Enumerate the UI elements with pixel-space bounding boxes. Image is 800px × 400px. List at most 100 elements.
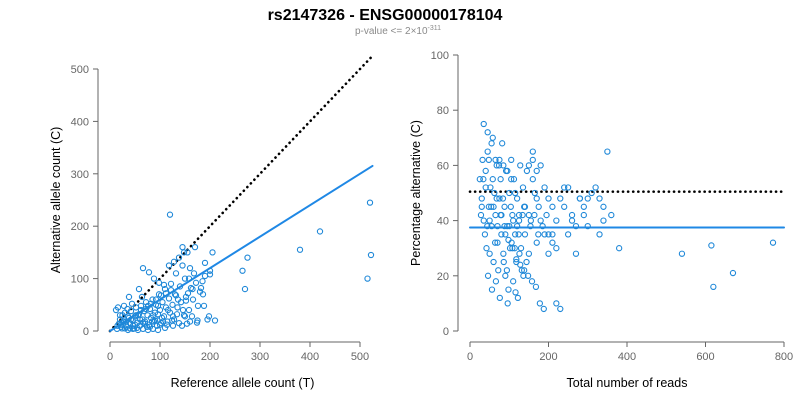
right-x-tick-label: 400 — [618, 351, 636, 363]
panel-percentage: 0 200 400 600 800 0 20 40 60 80 100 Total number o… — [409, 50, 793, 390]
right-data-point — [528, 278, 536, 285]
right-data-point — [553, 300, 560, 307]
left-data-point — [116, 312, 124, 319]
left-y-tick-label: 400 — [71, 116, 89, 128]
right-data-point — [497, 176, 504, 183]
right-data-point — [539, 222, 546, 230]
right-y-tick-label: 60 — [437, 160, 449, 172]
left-data-point — [135, 285, 143, 293]
left-data-point — [166, 211, 174, 218]
left-data-point — [157, 292, 165, 299]
left-x-tick-label: 300 — [251, 351, 269, 363]
panel-allele-counts: 0 100 200 300 400 500 0 100 200 300 400 500 Referen… — [49, 54, 375, 390]
left-data-point — [186, 264, 194, 272]
left-data-point — [137, 306, 145, 314]
right-data-point — [553, 245, 560, 252]
right-data-point — [513, 256, 520, 263]
right-data-point — [708, 242, 715, 249]
chart-title: rs2147326 - ENSG00000178104 — [268, 7, 503, 24]
left-data-point — [181, 275, 189, 282]
right-data-point — [478, 195, 485, 202]
right-data-point — [600, 203, 607, 210]
left-data-point — [169, 313, 177, 320]
right-data-point — [488, 140, 495, 147]
right-data-point — [525, 250, 533, 257]
left-data-point — [364, 275, 371, 282]
left-data-point — [161, 285, 169, 293]
left-x-tick-label: 500 — [351, 351, 369, 363]
right-data-point — [488, 203, 495, 210]
right-x-tick-label: 200 — [539, 351, 557, 363]
right-x-tick-label: 0 — [467, 351, 473, 363]
left-data-point — [169, 322, 177, 329]
left-data-point — [117, 321, 125, 328]
left-data-point — [139, 264, 147, 272]
right-data-point — [549, 239, 556, 246]
right-data-point — [492, 278, 500, 285]
left-data-point — [188, 313, 196, 320]
right-data-point — [519, 211, 526, 219]
right-data-point — [510, 217, 517, 224]
left-y-axis-label: Alternative allele count (C) — [49, 127, 63, 274]
left-data-point — [239, 267, 246, 274]
right-points — [476, 120, 777, 313]
right-data-point — [488, 222, 495, 230]
left-points — [112, 199, 375, 334]
right-data-point — [496, 156, 503, 164]
left-data-point — [199, 278, 206, 285]
left-data-point — [205, 313, 213, 320]
right-data-point — [511, 189, 519, 197]
right-data-point — [478, 203, 485, 210]
right-data-point — [541, 184, 548, 191]
left-data-point — [167, 286, 175, 294]
right-data-point — [512, 289, 519, 296]
left-data-point — [153, 322, 161, 329]
right-lines — [468, 190, 786, 229]
right-data-point — [500, 258, 507, 266]
left-data-point — [179, 244, 186, 251]
pvalue-exponent: -311 — [428, 25, 442, 32]
left-data-point — [154, 311, 162, 318]
left-data-point — [182, 297, 190, 304]
right-data-point — [515, 231, 522, 238]
left-data-point — [148, 318, 156, 325]
left-data-point — [316, 228, 324, 235]
right-data-point — [491, 189, 498, 197]
right-data-point — [608, 211, 615, 219]
right-data-point — [491, 239, 499, 246]
right-data-point — [678, 250, 686, 257]
left-data-point — [211, 317, 219, 324]
left-data-point — [197, 284, 205, 292]
right-data-point — [572, 222, 580, 230]
right-y-tick-label: 40 — [437, 216, 449, 228]
right-data-point — [499, 195, 507, 202]
left-data-point — [122, 318, 130, 325]
right-data-point — [479, 156, 486, 164]
left-data-point — [165, 262, 173, 269]
left-data-point — [163, 321, 171, 328]
right-data-point — [509, 211, 516, 219]
left-x-axis-label: Reference allele count (T) — [171, 376, 315, 390]
right-data-point — [523, 258, 530, 266]
right-data-point — [543, 211, 550, 219]
left-y-tick-label: 300 — [71, 169, 89, 181]
right-x-axis-label: Total number of reads — [567, 376, 688, 390]
right-data-point — [517, 261, 524, 268]
right-data-point — [484, 272, 492, 279]
right-data-point — [516, 250, 523, 257]
right-data-point — [521, 267, 528, 274]
left-data-point — [241, 285, 249, 293]
right-data-point — [564, 184, 572, 191]
right-data-point — [545, 195, 552, 202]
left-data-point — [189, 296, 197, 303]
right-data-point — [537, 162, 544, 169]
left-data-point — [154, 326, 162, 334]
left-data-point — [179, 306, 187, 314]
left-data-point — [114, 304, 122, 311]
right-data-point — [525, 211, 533, 219]
right-data-point — [502, 231, 509, 238]
right-data-point — [507, 203, 514, 210]
right-data-point — [580, 211, 587, 219]
left-data-point — [189, 285, 196, 293]
